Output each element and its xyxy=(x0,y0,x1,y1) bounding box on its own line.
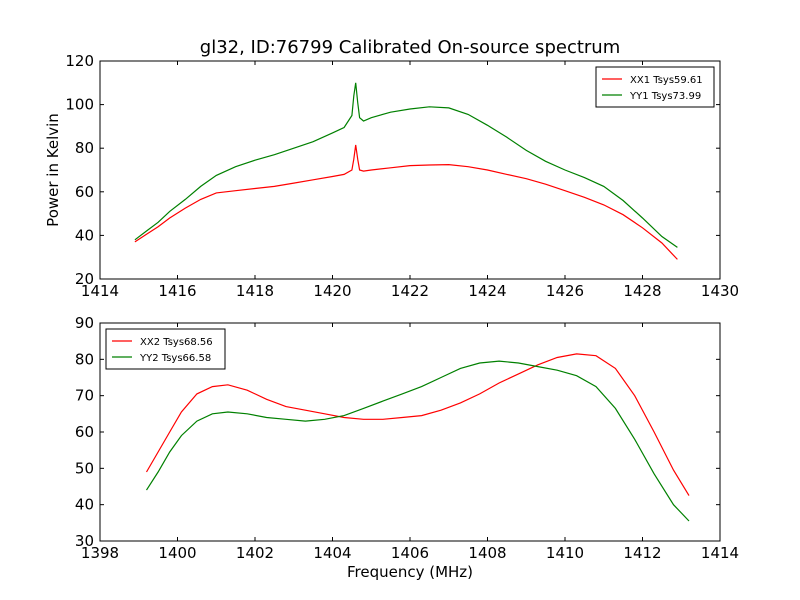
x-tick-label: 1412 xyxy=(623,544,661,562)
top-panel: 1414 1416 1418 1420 1422 1424 1426 1428 1430 20 40… xyxy=(44,52,739,300)
legend-box xyxy=(105,328,226,370)
series-line-yy1-tsys73-99 xyxy=(134,82,678,248)
y-tick-label: 120 xyxy=(65,52,94,70)
y-tick-label: 60 xyxy=(75,183,94,201)
x-tick-label: 1428 xyxy=(623,282,661,300)
legend-label: YY2 Tsys66.58 xyxy=(139,353,211,364)
x-tick-label: 1426 xyxy=(546,282,584,300)
y-tick-label: 70 xyxy=(75,387,94,405)
bottom-panel: 1398 1400 1402 1404 1406 1408 1410 1412 1414 30 40… xyxy=(75,314,739,581)
x-tick-label: 1402 xyxy=(236,544,274,562)
legend-box xyxy=(595,66,715,108)
x-tick-label: 1416 xyxy=(158,282,196,300)
series-line-xx1-tsys59-61 xyxy=(134,144,678,260)
x-tick-label: 1414 xyxy=(701,544,739,562)
y-tick-label: 50 xyxy=(75,459,94,477)
series-line-xx2-tsys68-56 xyxy=(145,353,690,496)
x-axis-label: Frequency (MHz) xyxy=(347,563,473,581)
x-tick-label: 1430 xyxy=(701,282,739,300)
chart-title: gl32, ID:76799 Calibrated On-source spec… xyxy=(200,37,620,58)
legend: XX2 Tsys68.56 YY2 Tsys66.58 xyxy=(105,328,226,370)
x-tick-label: 1406 xyxy=(391,544,429,562)
y-tick-label: 80 xyxy=(75,350,94,368)
legend-label: XX2 Tsys68.56 xyxy=(140,337,213,348)
y-tick-label: 100 xyxy=(65,96,94,114)
x-tick-label: 1424 xyxy=(468,282,506,300)
x-tick-label: 1414 xyxy=(81,282,119,300)
series-line-yy2-tsys66-58 xyxy=(145,360,690,522)
x-tick-label: 1422 xyxy=(391,282,429,300)
y-tick-label: 20 xyxy=(75,270,94,288)
y-tick-label: 40 xyxy=(75,226,94,244)
x-tick-label: 1400 xyxy=(158,544,196,562)
y-tick-label: 90 xyxy=(75,314,94,332)
x-tick-label: 1410 xyxy=(546,544,584,562)
legend-label: XX1 Tsys59.61 xyxy=(630,75,703,86)
y-axis-label: Power in Kelvin xyxy=(44,113,62,227)
y-tick-label: 60 xyxy=(75,423,94,441)
y-tick-label: 80 xyxy=(75,139,94,157)
x-tick-label: 1404 xyxy=(313,544,351,562)
y-tick-label: 40 xyxy=(75,496,94,514)
x-tick-label: 1420 xyxy=(313,282,351,300)
legend: XX1 Tsys59.61 YY1 Tsys73.99 xyxy=(595,66,715,108)
x-tick-label: 1408 xyxy=(468,544,506,562)
x-tick-label: 1418 xyxy=(236,282,274,300)
legend-label: YY1 Tsys73.99 xyxy=(629,91,701,102)
y-tick-label: 30 xyxy=(75,532,94,550)
x-tick-label: 1398 xyxy=(81,544,119,562)
